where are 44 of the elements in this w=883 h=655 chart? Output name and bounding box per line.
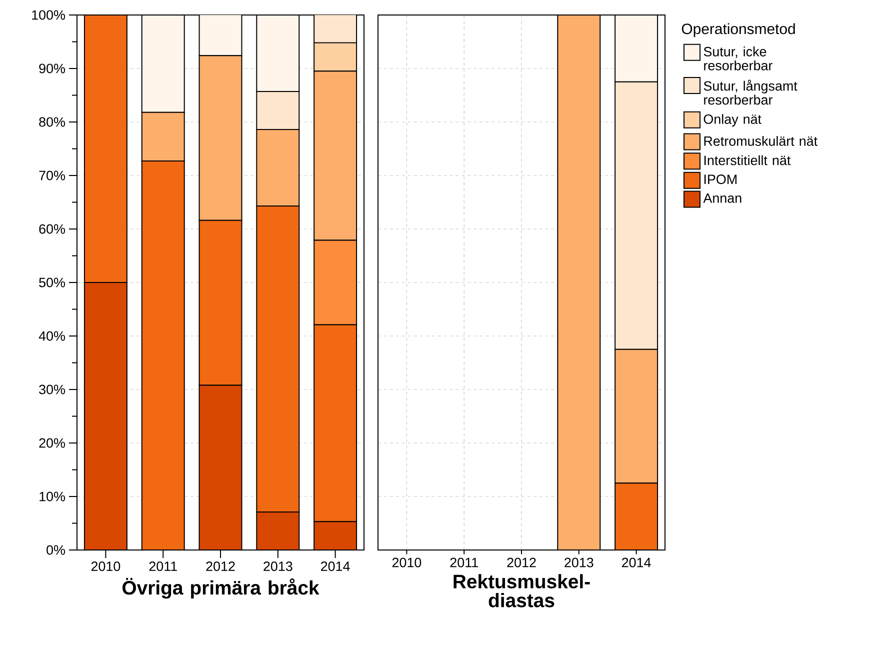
x-tick-label: 2011 xyxy=(450,558,478,568)
bar xyxy=(142,161,184,550)
y-tick-label: 100% xyxy=(32,10,65,20)
bar xyxy=(314,14,358,44)
x-tick-label: 2010 xyxy=(392,558,422,568)
legend-label: Interstitiellt nät xyxy=(704,155,791,166)
bar xyxy=(314,521,358,550)
bar xyxy=(557,14,601,550)
bar xyxy=(256,205,300,513)
y-tick-label: 10% xyxy=(40,492,65,502)
x-tick-label: 2013 xyxy=(564,558,594,568)
x-tick-label: 2012 xyxy=(206,562,235,572)
x-tick-label: 2010 xyxy=(91,562,120,572)
legend-label: Annan xyxy=(703,193,742,203)
y-tick-label: 80% xyxy=(39,117,65,127)
legend-title: Operationsmetod xyxy=(682,23,795,38)
x-tick-label: 2014 xyxy=(321,562,350,572)
bar xyxy=(84,14,128,283)
bar xyxy=(198,220,242,386)
legend-label: Onlay nät xyxy=(704,114,762,127)
y-tick-label: 70% xyxy=(39,170,65,180)
legend-label: Retromuskulärt nät xyxy=(704,136,818,146)
x-tick-label: 2014 xyxy=(622,558,651,568)
bar xyxy=(256,91,300,130)
bar xyxy=(84,282,127,550)
x-axis-title: Rektusmuskel-diastas xyxy=(454,574,590,608)
y-tick-label: 50% xyxy=(39,278,65,288)
x-tick-label: 2011 xyxy=(149,562,177,572)
x-tick-label: 2012 xyxy=(507,558,536,568)
y-tick-label: 20% xyxy=(39,438,65,448)
bar xyxy=(256,512,300,550)
y-tick-label: 40% xyxy=(38,331,65,341)
y-tick-label: 0% xyxy=(46,545,66,555)
legend-label: Sutur, långsamt resorberbar xyxy=(704,80,798,105)
bar xyxy=(314,324,358,522)
x-axis-title: Övriga primära bråck xyxy=(122,578,320,599)
bar xyxy=(199,385,242,550)
legend-label: Sutur, icke resorberbar xyxy=(704,46,772,70)
bar xyxy=(614,348,658,484)
y-tick-label: 30% xyxy=(39,384,65,394)
y-tick-label: 90% xyxy=(39,64,65,74)
y-tick-label: 60% xyxy=(39,224,65,234)
x-tick-label: 2013 xyxy=(264,562,292,572)
legend-label: IPOM xyxy=(704,174,736,184)
